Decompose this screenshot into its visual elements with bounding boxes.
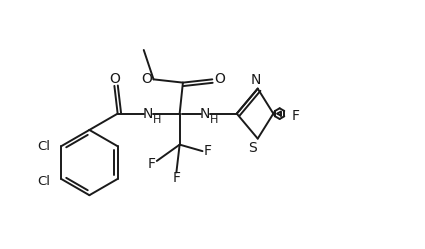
Text: O: O	[109, 72, 120, 86]
Text: F: F	[173, 171, 180, 185]
Text: H: H	[153, 115, 161, 124]
Text: O: O	[141, 72, 152, 86]
Text: N: N	[251, 73, 261, 87]
Text: Cl: Cl	[37, 175, 50, 188]
Text: Cl: Cl	[37, 140, 50, 153]
Text: F: F	[291, 109, 299, 123]
Text: H: H	[210, 115, 218, 124]
Text: F: F	[148, 157, 156, 171]
Text: N: N	[200, 107, 210, 121]
Text: F: F	[204, 144, 211, 158]
Text: O: O	[214, 72, 225, 86]
Text: S: S	[248, 140, 257, 155]
Text: N: N	[143, 107, 153, 121]
